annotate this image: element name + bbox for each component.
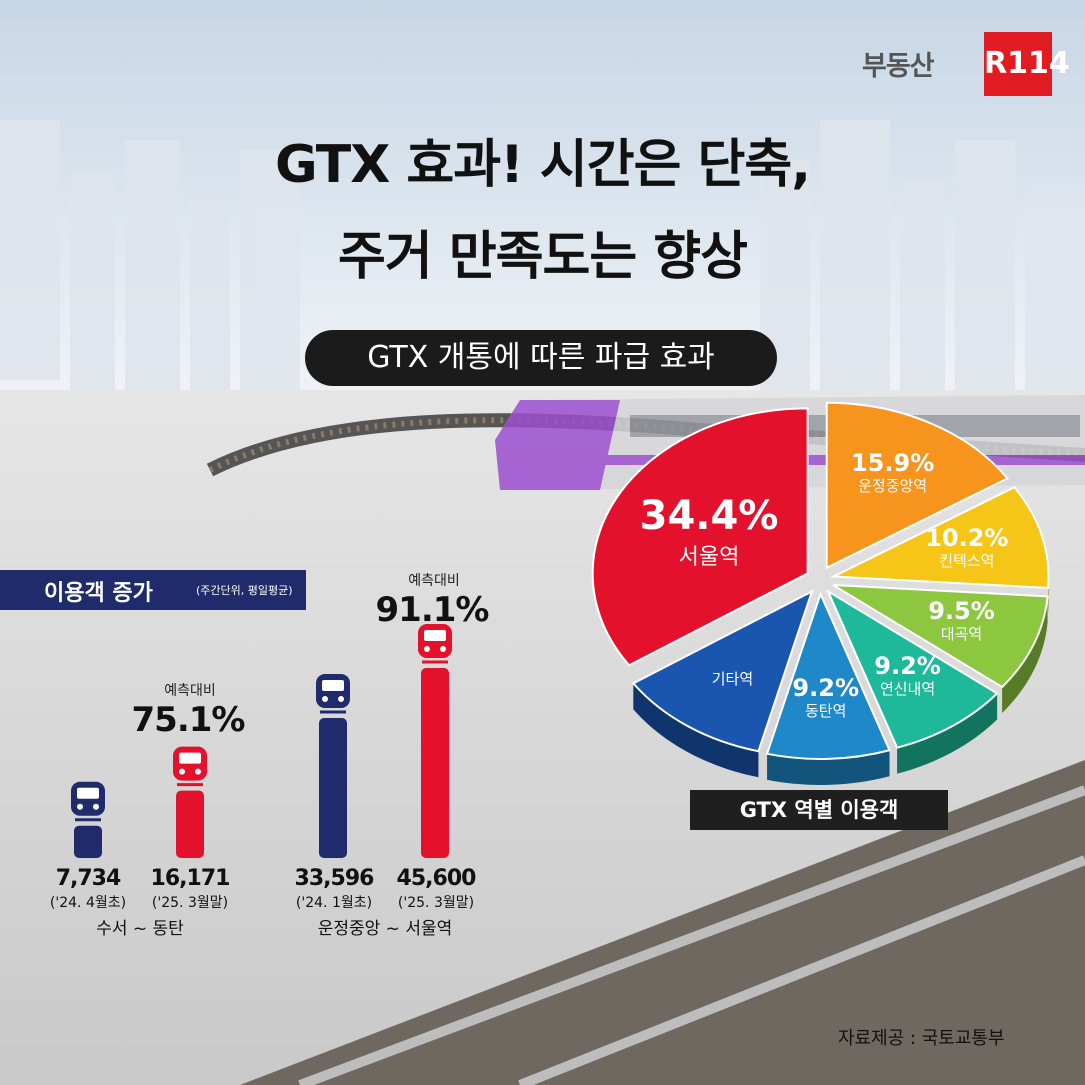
pie-slice-percent: 34.4% xyxy=(639,493,779,540)
pie-slice-percent: 9.2% xyxy=(874,651,941,680)
pie-slice xyxy=(825,588,999,749)
ridership-bar xyxy=(316,674,350,858)
pie-slice xyxy=(832,584,1049,689)
ridership-bar xyxy=(71,781,105,858)
city-skyline xyxy=(0,120,1085,390)
bar-body xyxy=(176,790,204,858)
title-line-2: 주거 만족도는 향상 xyxy=(338,227,748,287)
pie-slice-name: 운정중앙역 xyxy=(858,477,928,495)
pie-label-layer: 34.4% 서울역 15.9% 운정중앙역 10.2% 킨텍스역 9.5% 대곡역 9.2% 연신… xyxy=(585,400,1055,790)
pie-slice-side xyxy=(1002,596,1048,713)
source-note: 자료제공 : 국토교통부 xyxy=(838,1028,1005,1049)
ridership-bar xyxy=(173,746,207,858)
pie-slice xyxy=(765,591,891,760)
pie-slice-percent: 9.5% xyxy=(928,596,995,625)
section-pill: GTX 개통에 따른 파급 효과 xyxy=(305,330,777,386)
group2-before-value: 33,596 xyxy=(294,866,375,891)
title-line-1: GTX 효과! 시간은 단축, xyxy=(275,135,811,195)
brand-badge: R114 xyxy=(984,32,1070,96)
group2-after-date: ('25. 3월말) xyxy=(397,895,475,911)
pie-slice xyxy=(825,401,1010,570)
train-icon xyxy=(418,624,452,664)
pie-slice-name: 동탄역 xyxy=(805,701,847,720)
group2-before-date: ('24. 1월초) xyxy=(295,895,373,911)
pie-slice-name: 기타역 xyxy=(711,669,754,688)
ridership-header-label: 이용객 증가 xyxy=(44,581,153,606)
group2-change-label: 예측대비 xyxy=(408,573,460,589)
group2-route: 운정중앙 ~ 서울역 xyxy=(317,919,453,939)
train-icon xyxy=(173,746,207,787)
group1-route: 수서 ~ 동탄 xyxy=(96,919,184,939)
pie-slice-side xyxy=(633,683,759,778)
station-ridership-pie-chart xyxy=(591,401,1050,785)
group1-change-label: 예측대비 xyxy=(164,683,216,699)
train-icon xyxy=(316,674,350,714)
ridership-header-unit: (주간단위, 평일평균) xyxy=(196,584,293,597)
pie-slice-percent: 15.9% xyxy=(850,449,935,477)
group2-change-pct: 91.1% xyxy=(375,590,490,630)
pie-slice-percent: 10.2% xyxy=(925,524,1009,553)
pie-slice-name: 연신내역 xyxy=(879,679,936,698)
pie-slice xyxy=(591,407,809,667)
group1-before-value: 7,734 xyxy=(55,866,122,891)
pie-slice-side xyxy=(897,693,998,774)
pie-chart-title: GTX 역별 이용객 xyxy=(690,790,948,830)
ridership-bar-chart xyxy=(71,624,452,858)
pie-slice-name: 서울역 xyxy=(678,545,740,571)
group1-after-date: ('25. 3월말) xyxy=(151,895,229,911)
pie-slice-name: 대곡역 xyxy=(940,624,983,643)
brand-name: 부동산 xyxy=(862,51,935,82)
ridership-header: 이용객 증가 (주간단위, 평일평균) xyxy=(0,570,306,610)
ridership-bar xyxy=(418,624,452,858)
group1-after-value: 16,171 xyxy=(150,866,231,891)
pie-slice xyxy=(829,485,1050,589)
pie-slice-name: 킨텍스역 xyxy=(939,552,995,571)
pie-slice xyxy=(631,589,814,753)
bar-body xyxy=(421,668,449,858)
bar-body xyxy=(74,825,102,858)
group1-change-pct: 75.1% xyxy=(131,700,246,740)
straight-track xyxy=(240,760,1085,1085)
bar-body xyxy=(319,718,347,858)
train-icon xyxy=(71,781,105,822)
pie-slice-percent: 9.2% xyxy=(792,673,859,702)
group1-before-date: ('24. 4월초) xyxy=(49,895,127,911)
group2-after-value: 45,600 xyxy=(396,866,477,891)
